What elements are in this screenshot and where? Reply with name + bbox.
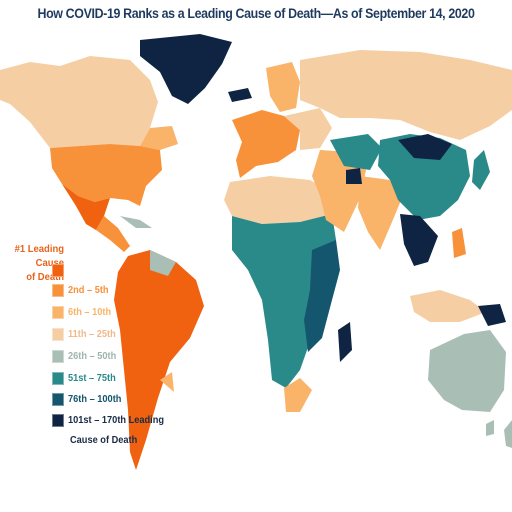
region-madagascar[interactable] bbox=[338, 322, 352, 362]
legend-item-rank51-75: 51st – 75th bbox=[52, 371, 122, 385]
region-south-america-north[interactable] bbox=[150, 250, 176, 276]
legend-caption: Cause of Death bbox=[70, 434, 138, 446]
region-caribbean[interactable] bbox=[120, 216, 152, 228]
legend-swatch bbox=[52, 327, 64, 341]
legend-label: 51st – 75th bbox=[68, 371, 116, 384]
region-greenland[interactable] bbox=[140, 34, 232, 104]
legend-swatch bbox=[52, 283, 64, 297]
region-south-america[interactable] bbox=[114, 250, 204, 470]
region-philippines[interactable] bbox=[452, 228, 466, 258]
region-canada-east[interactable] bbox=[140, 126, 178, 150]
region-north-africa[interactable] bbox=[224, 176, 332, 224]
region-southeast-asia[interactable] bbox=[400, 214, 438, 266]
legend-item-rank26-50: 26th – 50th bbox=[52, 349, 123, 363]
region-scandinavia[interactable] bbox=[266, 62, 300, 112]
region-china[interactable] bbox=[378, 134, 470, 220]
region-afghanistan[interactable] bbox=[346, 168, 362, 184]
legend-item-rank1 bbox=[52, 263, 64, 277]
legend-item-rank6-10: 6th – 10th bbox=[52, 305, 117, 319]
legend-label: 101st – 170th Leading bbox=[68, 413, 165, 426]
region-mexico[interactable] bbox=[62, 184, 110, 230]
region-japan[interactable] bbox=[472, 150, 490, 190]
region-indonesia[interactable] bbox=[410, 290, 486, 322]
region-south-africa[interactable] bbox=[284, 378, 312, 412]
legend-swatch bbox=[52, 413, 64, 427]
region-new-zealand[interactable] bbox=[504, 420, 512, 448]
region-europe-west[interactable] bbox=[232, 110, 300, 178]
legend-item-rank101-170: 101st – 170th Leading bbox=[52, 413, 177, 427]
legend-swatch bbox=[52, 305, 64, 319]
region-central-america[interactable] bbox=[96, 216, 130, 252]
legend-item-rank2-5: 2nd – 5th bbox=[52, 283, 114, 297]
region-central-asia[interactable] bbox=[330, 134, 382, 170]
legend-swatch bbox=[52, 392, 64, 406]
region-europe-east[interactable] bbox=[284, 108, 332, 150]
region-iceland[interactable] bbox=[228, 88, 252, 102]
region-east-africa[interactable] bbox=[304, 240, 340, 352]
region-papua[interactable] bbox=[478, 304, 506, 326]
region-uruguay[interactable] bbox=[160, 372, 174, 392]
region-russia[interactable] bbox=[300, 50, 512, 140]
region-mongolia[interactable] bbox=[398, 134, 452, 160]
region-india[interactable] bbox=[358, 176, 402, 250]
legend-swatch bbox=[52, 371, 64, 385]
region-usa[interactable] bbox=[50, 144, 162, 206]
region-tasmania[interactable] bbox=[486, 420, 494, 436]
legend-swatch bbox=[52, 349, 64, 363]
region-australia[interactable] bbox=[428, 330, 506, 412]
region-sub-saharan-africa[interactable] bbox=[232, 214, 336, 388]
legend-swatch bbox=[52, 263, 64, 277]
legend-label: 76th – 100th bbox=[68, 392, 122, 405]
region-canada[interactable] bbox=[0, 56, 158, 148]
legend-label: 6th – 10th bbox=[68, 305, 112, 318]
legend-item-rank76-100: 76th – 100th bbox=[52, 392, 129, 406]
legend-label: 26th – 50th bbox=[68, 349, 117, 362]
page-title: How COVID-19 Ranks as a Leading Cause of… bbox=[37, 6, 475, 21]
legend-label: 11th – 25th bbox=[68, 327, 116, 340]
legend-label: 2nd – 5th bbox=[68, 283, 109, 296]
legend-item-rank11-25: 11th – 25th bbox=[52, 327, 122, 341]
